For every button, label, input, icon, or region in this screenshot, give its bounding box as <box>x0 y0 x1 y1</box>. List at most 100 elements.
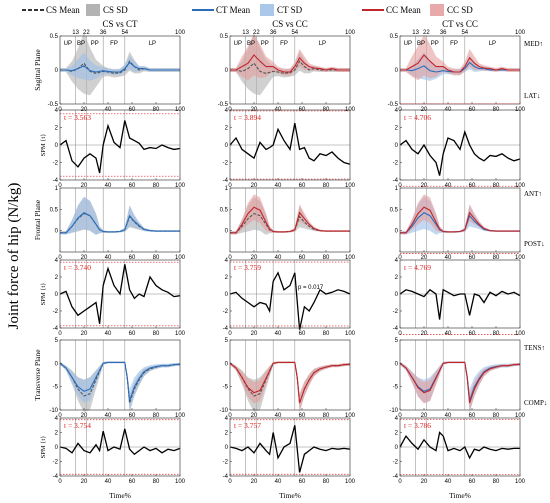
threshold-label: t = 3.894 <box>234 113 261 122</box>
phase-label-0: UP <box>64 41 72 47</box>
xtick-label-2: 40 <box>445 255 452 261</box>
ytick-label-4: -4 <box>53 474 59 480</box>
xtick-label-4: 80 <box>493 479 500 485</box>
xtick-label-1: 20 <box>81 183 88 189</box>
xtick-label-5: 100 <box>515 183 526 189</box>
xtick-label-5: 100 <box>515 479 526 485</box>
xtick-label-0: 0 <box>228 183 232 189</box>
xtick-label-1: 20 <box>251 479 258 485</box>
threshold-label: t = 3.754 <box>64 421 91 430</box>
xtick-label-1: 20 <box>421 331 428 337</box>
xtick-label-0: 0 <box>228 255 232 261</box>
xtick-label-1: 20 <box>251 255 258 261</box>
ytick-label-2: 0 <box>55 445 59 451</box>
mean-line-cs <box>230 60 350 74</box>
phase-label-1: BP <box>247 41 255 47</box>
sd-band-cc <box>230 361 350 413</box>
xtick-label-2: 40 <box>105 183 112 189</box>
ytick-label-1: 2 <box>225 275 229 281</box>
ytick-label-2: 0 <box>395 292 399 298</box>
ytick-label-0: 1 <box>225 186 229 192</box>
ytick-label-0: 4 <box>225 258 229 264</box>
spm-line <box>59 264 181 324</box>
phase-tick-0: 13 <box>412 30 419 36</box>
threshold-label: t = 4.706 <box>404 113 431 122</box>
phase-tick-2: 36 <box>440 30 447 36</box>
phase-label-2: PP <box>91 41 99 47</box>
phase-label-2: PP <box>431 41 439 47</box>
xtick-label-1: 20 <box>81 255 88 261</box>
ytick-label-4: -4 <box>393 178 399 184</box>
ytick-label-4: -4 <box>53 178 59 184</box>
ytick-label-3: -2 <box>223 161 229 167</box>
phase-label-1: BP <box>77 41 85 47</box>
ytick-label-1: 0 <box>395 68 399 74</box>
ytick-label-4: -4 <box>223 474 229 480</box>
xtick-label-0: 0 <box>58 479 62 485</box>
ytick-label-0: 0.5 <box>50 34 59 40</box>
ytick-label-0: 4 <box>55 108 59 114</box>
direction-pos-2: TENS↑ <box>524 344 545 352</box>
threshold-label: t = 3.757 <box>234 421 261 430</box>
mean-panel-2-0: 10.500 20 40 60 80 100 <box>50 186 186 261</box>
spm-axis-label-1: SPM {t} <box>40 134 47 157</box>
ytick-label-2: -5 <box>393 385 399 391</box>
phase-tick-1: 22 <box>253 30 260 36</box>
ytick-label-2: -0.5 <box>48 102 59 108</box>
xtick-label-0: 0 <box>228 479 232 485</box>
mean-line-cs <box>229 361 351 404</box>
ytick-label-2: 0 <box>55 229 59 235</box>
xtick-label-2: 40 <box>105 479 112 485</box>
phase-tick-2: 36 <box>270 30 277 36</box>
xtick-label-2: 40 <box>105 413 112 419</box>
xtick-label-1: 20 <box>251 413 258 419</box>
xtick-label-2: 40 <box>445 413 452 419</box>
ytick-label-1: 2 <box>225 431 229 437</box>
xtick-label-2: 40 <box>275 331 282 337</box>
ytick-label-3: -2 <box>53 460 59 466</box>
xtick-label-1: 20 <box>81 479 88 485</box>
xtick-label-3: 60 <box>299 413 306 419</box>
phase-tick-1: 22 <box>423 30 430 36</box>
phase-label-3: FP <box>280 41 288 47</box>
ytick-label-1: 0 <box>225 68 229 74</box>
ytick-label-4: -4 <box>53 326 59 332</box>
phase-tick-0: 13 <box>242 30 249 36</box>
panel-frame <box>399 187 521 253</box>
xtick-label-5: 100 <box>345 183 356 189</box>
xtick-label-4: 80 <box>323 183 330 189</box>
xtick-label-0: 0 <box>58 255 62 261</box>
column-title-1: CS vs CC <box>272 19 308 29</box>
direction-neg-0: LAT↓ <box>524 92 540 100</box>
ytick-label-1: 2 <box>55 275 59 281</box>
xtick-label-2: 40 <box>445 183 452 189</box>
ytick-label-2: 0 <box>225 445 229 451</box>
ytick-label-2: 0 <box>225 292 229 298</box>
threshold-label: t = 4.769 <box>404 263 431 272</box>
xtick-label-2: 40 <box>105 331 112 337</box>
xlabel-2: Time% <box>449 491 471 500</box>
legend-label-sd-2: CC SD <box>447 5 473 15</box>
phase-label-0: UP <box>404 41 412 47</box>
panel-frame <box>229 187 351 253</box>
xtick-label-1: 20 <box>421 255 428 261</box>
ytick-label-2: 0 <box>395 445 399 451</box>
legend-label-mean-0: CS Mean <box>46 5 80 15</box>
spm-line <box>229 271 351 330</box>
xtick-label-1: 20 <box>421 479 428 485</box>
mean-line-cc <box>230 206 350 234</box>
xtick-label-4: 80 <box>153 413 160 419</box>
threshold-label: t = 3.740 <box>64 263 91 272</box>
panel-frame <box>399 339 521 411</box>
phase-tick-3: 54 <box>291 30 298 36</box>
xtick-label-5: 100 <box>175 255 186 261</box>
ytick-label-0: 5 <box>55 338 59 344</box>
xtick-label-5: 100 <box>515 331 526 337</box>
xtick-label-2: 40 <box>275 413 282 419</box>
xtick-label-0: 0 <box>58 331 62 337</box>
